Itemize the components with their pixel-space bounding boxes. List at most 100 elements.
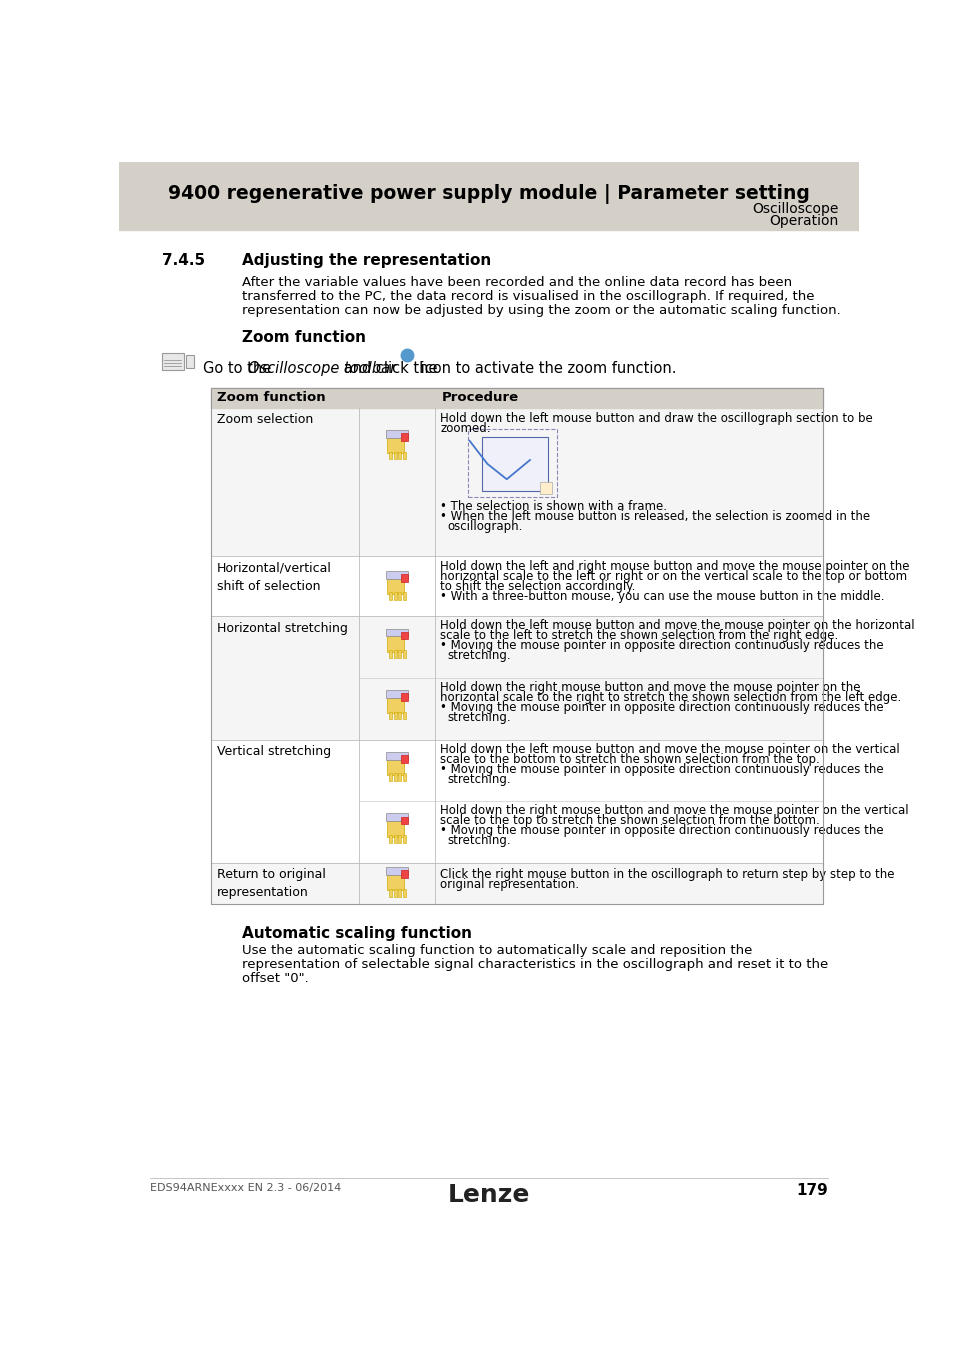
Text: stretching.: stretching. — [447, 772, 511, 786]
Text: Oscilloscope: Oscilloscope — [751, 202, 838, 216]
Text: • With a three-button mouse, you can use the mouse button in the middle.: • With a three-button mouse, you can use… — [439, 590, 883, 603]
Text: oscillograph.: oscillograph. — [447, 520, 522, 533]
Text: Oscilloscope toolbar: Oscilloscope toolbar — [248, 360, 395, 375]
Text: Automatic scaling function: Automatic scaling function — [241, 926, 471, 941]
Bar — [402, 593, 406, 601]
Bar — [400, 632, 408, 640]
Bar — [400, 694, 408, 701]
Bar — [389, 774, 392, 782]
Text: Horizontal stretching: Horizontal stretching — [216, 622, 348, 634]
Bar — [162, 352, 183, 370]
Text: Hold down the left mouse button and move the mouse pointer on the horizontal: Hold down the left mouse button and move… — [439, 620, 914, 632]
Text: scale to the top to stretch the shown selection from the bottom.: scale to the top to stretch the shown se… — [439, 814, 819, 828]
Text: Vertical stretching: Vertical stretching — [216, 745, 331, 757]
Text: Use the automatic scaling function to automatically scale and reposition the: Use the automatic scaling function to au… — [241, 944, 751, 957]
Bar — [389, 836, 392, 842]
Bar — [400, 871, 408, 878]
Text: Zoom function: Zoom function — [241, 329, 365, 344]
Text: 179: 179 — [795, 1183, 827, 1197]
Bar — [387, 760, 404, 775]
Bar — [387, 875, 404, 891]
Text: Click the right mouse button in the oscillograph to return step by step to the: Click the right mouse button in the osci… — [439, 868, 894, 882]
Bar — [402, 451, 406, 459]
Text: Hold down the left mouse button and draw the oscillograph section to be: Hold down the left mouse button and draw… — [439, 412, 872, 425]
Bar — [385, 429, 407, 437]
Bar — [389, 711, 392, 720]
Text: Procedure: Procedure — [441, 392, 518, 405]
Bar — [394, 888, 396, 896]
Text: • Moving the mouse pointer in opposite direction continuously reduces the: • Moving the mouse pointer in opposite d… — [439, 825, 882, 837]
Bar — [211, 556, 822, 617]
Bar — [387, 821, 404, 837]
Text: 7.4.5: 7.4.5 — [162, 252, 205, 267]
Text: • Moving the mouse pointer in opposite direction continuously reduces the: • Moving the mouse pointer in opposite d… — [439, 640, 882, 652]
Text: After the variable values have been recorded and the online data record has been: After the variable values have been reco… — [241, 275, 791, 289]
Bar — [389, 888, 392, 896]
Text: horizontal scale to the left or right or on the vertical scale to the top or bot: horizontal scale to the left or right or… — [439, 570, 906, 583]
Text: Horizontal/vertical
shift of selection: Horizontal/vertical shift of selection — [216, 562, 332, 593]
Text: • Moving the mouse pointer in opposite direction continuously reduces the: • Moving the mouse pointer in opposite d… — [439, 701, 882, 714]
Bar — [394, 711, 396, 720]
Bar — [400, 817, 408, 825]
Text: transferred to the PC, the data record is visualised in the oscillograph. If req: transferred to the PC, the data record i… — [241, 290, 813, 302]
Text: • When the left mouse button is released, the selection is zoomed in the: • When the left mouse button is released… — [439, 510, 869, 522]
Text: icon to activate the zoom function.: icon to activate the zoom function. — [416, 360, 676, 375]
Text: offset "0".: offset "0". — [241, 972, 308, 986]
Bar — [385, 571, 407, 579]
Text: Operation: Operation — [768, 215, 838, 228]
Text: stretching.: stretching. — [447, 649, 511, 663]
Text: representation of selectable signal characteristics in the oscillograph and rese: representation of selectable signal char… — [241, 958, 827, 971]
Text: Hold down the left mouse button and move the mouse pointer on the vertical: Hold down the left mouse button and move… — [439, 743, 899, 756]
Bar — [385, 867, 407, 875]
Bar — [186, 355, 193, 369]
Text: Zoom selection: Zoom selection — [216, 413, 313, 427]
Bar — [402, 888, 406, 896]
Bar — [402, 774, 406, 782]
Bar — [394, 651, 396, 657]
Bar — [397, 451, 401, 459]
Bar — [385, 690, 407, 698]
Bar — [539, 482, 552, 494]
Bar — [394, 774, 396, 782]
Text: Hold down the right mouse button and move the mouse pointer on the: Hold down the right mouse button and mov… — [439, 680, 860, 694]
Bar — [397, 651, 401, 657]
Bar — [385, 814, 407, 821]
Bar — [389, 593, 392, 601]
Text: EDS94ARNExxxx EN 2.3 - 06/2014: EDS94ARNExxxx EN 2.3 - 06/2014 — [150, 1183, 341, 1193]
Bar — [397, 836, 401, 842]
Bar — [385, 752, 407, 760]
Bar — [211, 408, 822, 556]
Bar — [400, 574, 408, 582]
Bar — [400, 755, 408, 763]
Bar — [211, 387, 822, 904]
Text: Hold down the left and right mouse button and move the mouse pointer on the: Hold down the left and right mouse butto… — [439, 560, 908, 574]
Text: Zoom function: Zoom function — [216, 392, 325, 405]
Text: 9400 regenerative power supply module | Parameter setting: 9400 regenerative power supply module | … — [168, 184, 809, 204]
Text: stretching.: stretching. — [447, 711, 511, 724]
Bar — [402, 711, 406, 720]
Text: scale to the left to stretch the shown selection from the right edge.: scale to the left to stretch the shown s… — [439, 629, 838, 643]
Text: original representation.: original representation. — [439, 878, 578, 891]
Text: to shift the selection accordingly.: to shift the selection accordingly. — [439, 580, 635, 593]
Bar — [402, 836, 406, 842]
Text: zoomed:: zoomed: — [439, 423, 491, 435]
Text: representation can now be adjusted by using the zoom or the automatic scaling fu: representation can now be adjusted by us… — [241, 304, 840, 317]
Bar — [397, 888, 401, 896]
Bar — [387, 636, 404, 652]
Bar — [468, 429, 557, 497]
Text: scale to the bottom to stretch the shown selection from the top.: scale to the bottom to stretch the shown… — [439, 752, 819, 765]
Bar — [211, 387, 822, 408]
Bar — [397, 774, 401, 782]
Text: • The selection is shown with a frame.: • The selection is shown with a frame. — [439, 500, 666, 513]
Bar — [394, 451, 396, 459]
Text: Return to original
representation: Return to original representation — [216, 868, 325, 899]
Bar — [211, 617, 822, 740]
Text: Lenze: Lenze — [447, 1183, 530, 1207]
Text: • Moving the mouse pointer in opposite direction continuously reduces the: • Moving the mouse pointer in opposite d… — [439, 763, 882, 776]
Text: and click the: and click the — [339, 360, 437, 375]
Bar — [397, 593, 401, 601]
Bar — [387, 698, 404, 713]
Bar — [211, 740, 822, 863]
Bar — [387, 437, 404, 454]
Bar — [211, 863, 822, 904]
